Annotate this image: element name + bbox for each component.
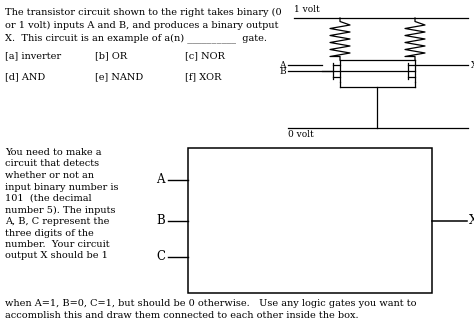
Text: B: B <box>279 66 286 75</box>
Text: A: A <box>280 60 286 70</box>
Text: 101  (the decimal: 101 (the decimal <box>5 194 91 203</box>
Text: A: A <box>156 173 165 186</box>
Text: X: X <box>469 214 474 227</box>
Text: You need to make a: You need to make a <box>5 148 101 157</box>
Text: [c] NOR: [c] NOR <box>185 52 225 60</box>
Text: [a] inverter: [a] inverter <box>5 52 61 60</box>
Text: output X should be 1: output X should be 1 <box>5 252 108 260</box>
Text: C: C <box>156 250 165 263</box>
Text: three digits of the: three digits of the <box>5 229 94 238</box>
Text: or 1 volt) inputs A and B, and produces a binary output: or 1 volt) inputs A and B, and produces … <box>5 20 279 30</box>
Text: input binary number is: input binary number is <box>5 183 118 191</box>
Text: [e] NAND: [e] NAND <box>95 72 143 81</box>
Bar <box>188 148 432 293</box>
Text: [f] XOR: [f] XOR <box>185 72 221 81</box>
Text: X: X <box>471 60 474 70</box>
Text: X.  This circuit is an example of a(n) __________  gate.: X. This circuit is an example of a(n) __… <box>5 33 267 43</box>
Text: when A=1, B=0, C=1, but should be 0 otherwise.   Use any logic gates you want to: when A=1, B=0, C=1, but should be 0 othe… <box>5 299 417 308</box>
Text: number.  Your circuit: number. Your circuit <box>5 240 109 249</box>
Text: The transistor circuit shown to the right takes binary (0: The transistor circuit shown to the righ… <box>5 8 282 17</box>
Text: B: B <box>156 214 165 227</box>
Text: 0 volt: 0 volt <box>288 130 314 139</box>
Text: 1 volt: 1 volt <box>294 5 320 14</box>
Text: accomplish this and draw them connected to each other inside the box.: accomplish this and draw them connected … <box>5 311 359 318</box>
Text: number 5). The inputs: number 5). The inputs <box>5 205 116 215</box>
Text: circuit that detects: circuit that detects <box>5 160 99 169</box>
Text: [d] AND: [d] AND <box>5 72 45 81</box>
Text: A, B, C represent the: A, B, C represent the <box>5 217 109 226</box>
Text: [b] OR: [b] OR <box>95 52 127 60</box>
Text: whether or not an: whether or not an <box>5 171 94 180</box>
